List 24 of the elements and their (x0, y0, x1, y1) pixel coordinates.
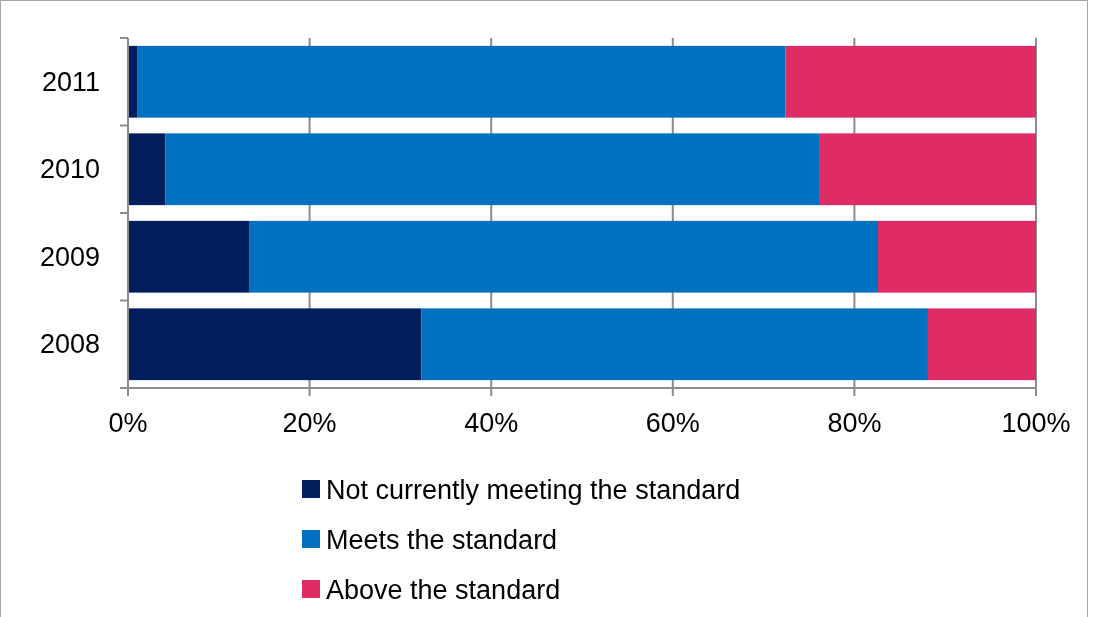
y-tick-label: 2011 (41, 66, 100, 97)
bar (927, 308, 1036, 381)
bar (819, 133, 1036, 206)
y-tick-label: 2009 (39, 241, 100, 272)
legend-label: Above the standard (326, 575, 561, 605)
x-tick-label: 100% (1001, 408, 1071, 438)
bar (421, 308, 928, 381)
x-tick-label: 60% (645, 408, 700, 438)
legend-label: Meets the standard (326, 525, 558, 555)
bar (249, 220, 879, 293)
x-tick-label: 0% (108, 408, 148, 438)
x-tick-label: 20% (282, 408, 337, 438)
legend-label: Not currently meeting the standard (326, 475, 741, 505)
bar (878, 220, 1036, 293)
x-tick-label: 40% (464, 408, 519, 438)
bar (128, 220, 250, 293)
bar (785, 45, 1036, 118)
bar (128, 308, 422, 381)
x-tick-label: 80% (827, 408, 882, 438)
bar (128, 133, 166, 206)
y-tick-label: 2010 (39, 154, 100, 185)
y-tick-label: 2008 (39, 329, 100, 360)
bar (165, 133, 820, 206)
bar (137, 45, 786, 118)
